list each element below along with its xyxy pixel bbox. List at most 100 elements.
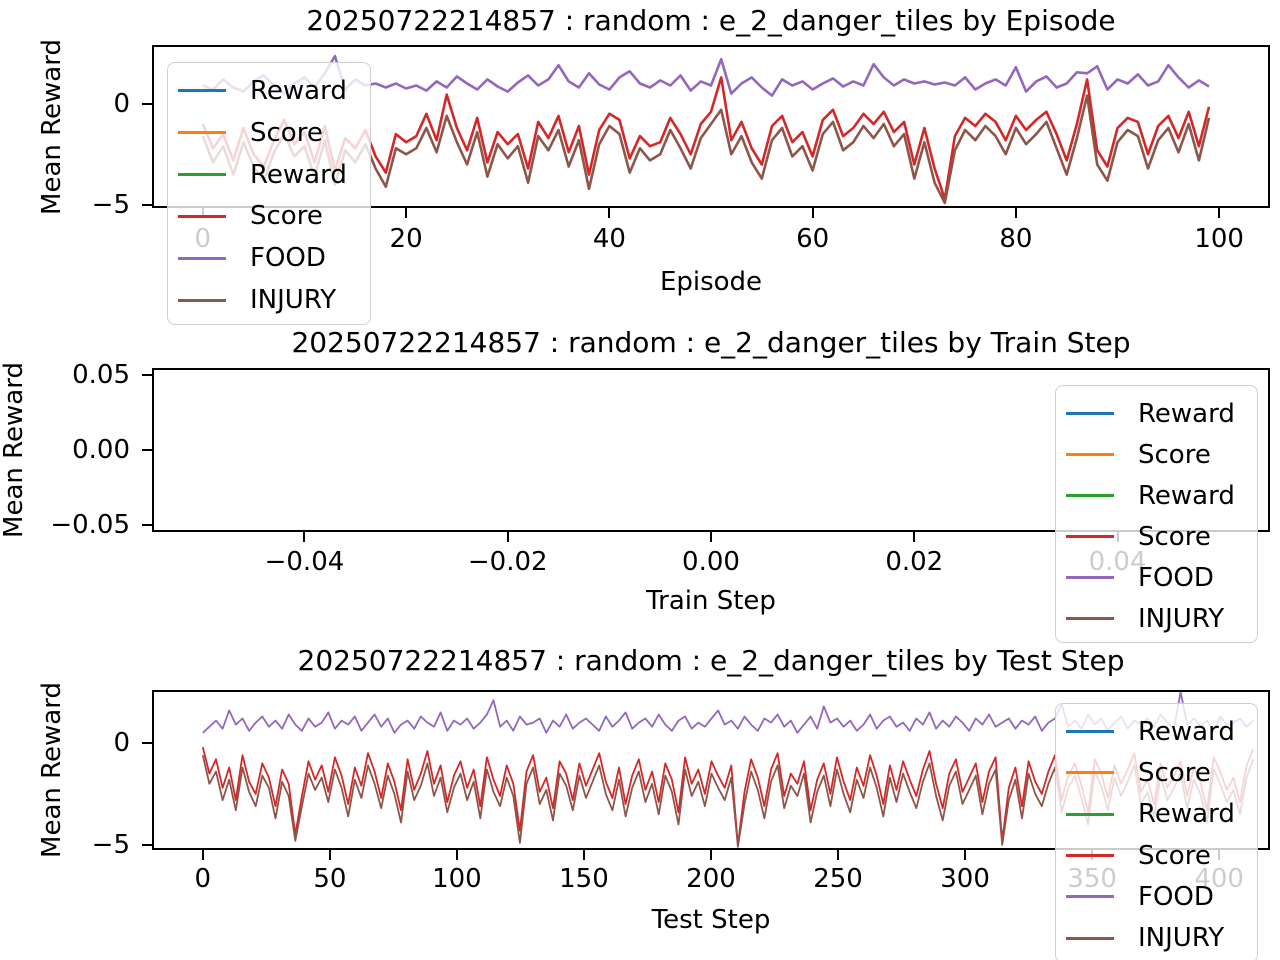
x-tick-mark — [1218, 208, 1221, 218]
y-tick-label: 0 — [113, 727, 130, 758]
legend-line-swatch — [178, 131, 226, 135]
legend-entry-label: Score — [250, 117, 323, 148]
legend-line-swatch — [1066, 771, 1114, 775]
y-tick-label: −5 — [91, 829, 130, 860]
y-tick-mark — [142, 843, 152, 846]
legend-entry-label: INJURY — [1138, 603, 1225, 634]
legend-entry: INJURY — [178, 279, 370, 321]
legend-entry: Score — [178, 195, 370, 237]
legend-line-swatch — [178, 173, 226, 177]
legend-line-swatch — [1066, 812, 1114, 816]
legend-episode: Reward Score Reward Score FOOD INJURY — [167, 62, 371, 325]
y-tick-label: 0 — [113, 88, 130, 119]
legend-entry: INJURY — [1066, 918, 1257, 959]
x-tick-mark — [913, 532, 916, 542]
legend-entry: INJURY — [1066, 598, 1257, 639]
x-tick-mark — [710, 850, 712, 860]
legend-line-swatch — [1066, 412, 1114, 415]
legend-entry: Reward — [1066, 794, 1257, 835]
x-axis-label-test-step: Test Step — [651, 905, 771, 935]
y-tick-label: −0.05 — [50, 509, 130, 540]
legend-entry-label: FOOD — [250, 243, 326, 274]
x-axis-label-train-step: Train Step — [646, 586, 776, 616]
legend-line-swatch — [1066, 535, 1114, 538]
legend-entry-label: Reward — [1138, 799, 1235, 830]
x-tick-mark — [811, 208, 814, 218]
chart-title-train-step: 20250722214857 : random : e_2_danger_til… — [291, 326, 1131, 359]
legend-train-step: Reward Score Reward Score FOOD INJURY — [1055, 385, 1258, 643]
legend-line-swatch — [1066, 730, 1114, 734]
legend-line-swatch — [1066, 453, 1114, 456]
legend-entry: Reward — [178, 70, 370, 112]
x-tick-mark — [303, 532, 306, 542]
y-tick-mark — [142, 449, 152, 451]
legend-line-swatch — [1066, 576, 1114, 579]
legend-entry-label: FOOD — [1138, 881, 1214, 912]
x-tick-label: 100 — [432, 864, 482, 894]
x-tick-label: 0.00 — [682, 547, 740, 577]
x-tick-label: 80 — [999, 224, 1033, 254]
x-tick-mark — [405, 208, 408, 218]
x-tick-label: 40 — [592, 224, 626, 254]
legend-entry-label: INJURY — [250, 285, 337, 316]
y-tick-label: 0.00 — [72, 435, 130, 465]
x-tick-label: 100 — [1194, 224, 1244, 254]
legend-entry: FOOD — [178, 237, 370, 279]
x-tick-label: 60 — [796, 224, 830, 254]
x-tick-mark — [710, 532, 712, 542]
chart-title-episode: 20250722214857 : random : e_2_danger_til… — [306, 4, 1116, 37]
legend-entry: Score — [1066, 835, 1257, 876]
legend-line-swatch — [1066, 936, 1114, 940]
x-tick-label: 300 — [940, 864, 990, 894]
legend-entry-label: FOOD — [1138, 562, 1214, 593]
x-tick-label: 50 — [313, 864, 347, 894]
y-axis-label-episode: Mean Reward — [37, 38, 67, 215]
legend-entry-label: INJURY — [1138, 923, 1225, 954]
chart-title-test-step: 20250722214857 : random : e_2_danger_til… — [297, 644, 1125, 677]
x-tick-label: 0 — [194, 864, 212, 894]
legend-line-swatch — [178, 89, 226, 93]
y-tick-label: 0.05 — [72, 360, 130, 391]
x-tick-mark — [201, 850, 204, 860]
legend-entry: Score — [1066, 752, 1257, 793]
legend-entry: Score — [1066, 516, 1257, 557]
legend-line-swatch — [1066, 494, 1114, 497]
legend-entry: Reward — [178, 154, 370, 196]
legend-entry-label: Reward — [1138, 716, 1235, 747]
legend-entry-label: Score — [250, 201, 323, 232]
legend-entry-label: Reward — [1138, 398, 1235, 429]
x-tick-mark — [328, 850, 331, 860]
x-tick-label: 250 — [813, 864, 863, 894]
y-tick-mark — [142, 374, 152, 377]
legend-entry-label: Score — [1138, 521, 1211, 552]
legend-entry: FOOD — [1066, 557, 1257, 598]
legend-entry: Reward — [1066, 475, 1257, 516]
x-tick-mark — [582, 850, 585, 860]
y-tick-mark — [142, 102, 152, 105]
legend-line-swatch — [1066, 617, 1114, 620]
legend-entry-label: Score — [1138, 840, 1211, 871]
legend-line-swatch — [178, 256, 226, 260]
x-tick-mark — [964, 850, 967, 860]
x-tick-mark — [608, 208, 611, 218]
legend-line-swatch — [1066, 854, 1114, 858]
legend-entry: Score — [178, 112, 370, 154]
x-axis-label-episode: Episode — [659, 267, 763, 297]
x-tick-label: 200 — [686, 864, 736, 894]
y-tick-mark — [142, 741, 152, 744]
x-tick-label: 0.02 — [885, 547, 944, 577]
x-tick-mark — [1014, 208, 1017, 218]
y-axis-label-train-step: Mean Reward — [0, 362, 29, 538]
legend-entry: Reward — [1066, 393, 1257, 434]
y-axis-label-test-step: Mean Reward — [37, 682, 67, 858]
legend-entry-label: Score — [1138, 757, 1211, 788]
y-tick-mark — [142, 203, 152, 206]
legend-line-swatch — [1066, 895, 1114, 899]
legend-test-step: Reward Score Reward Score FOOD INJURY — [1055, 703, 1258, 960]
x-tick-label: −0.04 — [264, 547, 345, 577]
x-tick-mark — [837, 850, 840, 860]
y-tick-label: −5 — [91, 189, 130, 220]
legend-entry: FOOD — [1066, 876, 1257, 917]
plot-area-train-step — [152, 368, 1270, 532]
